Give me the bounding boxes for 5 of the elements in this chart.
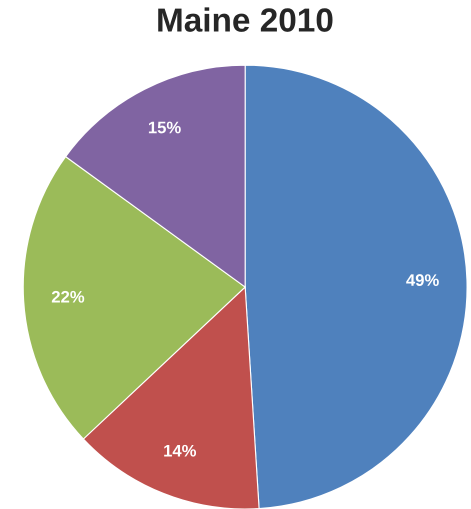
chart-title: Maine 2010	[158, 7, 332, 32]
data-label: 14%	[164, 444, 196, 457]
data-label: 49%	[406, 274, 439, 286]
data-label: 15%	[148, 122, 181, 134]
data-label: 22%	[52, 290, 84, 303]
